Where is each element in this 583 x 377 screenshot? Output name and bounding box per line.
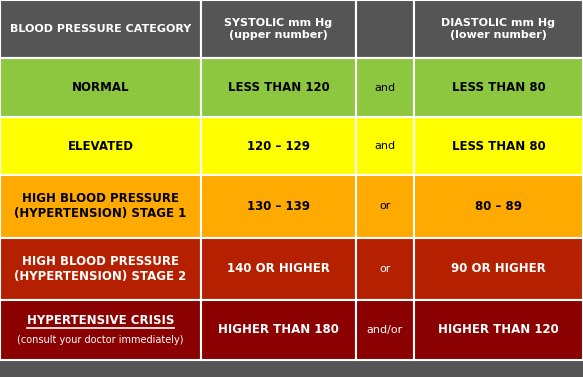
Text: and: and xyxy=(374,83,395,93)
Bar xyxy=(0,58,201,117)
Bar xyxy=(414,175,583,238)
Text: 80 – 89: 80 – 89 xyxy=(475,200,522,213)
Bar xyxy=(414,117,583,175)
Bar xyxy=(356,300,414,360)
Text: 120 – 129: 120 – 129 xyxy=(247,139,310,153)
Bar xyxy=(0,117,201,175)
Text: or: or xyxy=(379,201,391,211)
Bar xyxy=(201,238,356,300)
Bar xyxy=(0,300,201,360)
Text: 130 – 139: 130 – 139 xyxy=(247,200,310,213)
Bar xyxy=(0,175,201,238)
Text: HYPERTENSIVE CRISIS: HYPERTENSIVE CRISIS xyxy=(27,314,174,327)
Text: SYSTOLIC mm Hg
(upper number): SYSTOLIC mm Hg (upper number) xyxy=(224,18,332,40)
Bar xyxy=(414,58,583,117)
Text: 90 OR HIGHER: 90 OR HIGHER xyxy=(451,262,546,275)
Bar xyxy=(356,0,414,58)
Text: DIASTOLIC mm Hg
(lower number): DIASTOLIC mm Hg (lower number) xyxy=(441,18,556,40)
Text: HIGHER THAN 180: HIGHER THAN 180 xyxy=(218,323,339,336)
Text: (consult your doctor immediately): (consult your doctor immediately) xyxy=(17,334,184,345)
Bar xyxy=(0,238,201,300)
Text: NORMAL: NORMAL xyxy=(72,81,129,94)
Bar xyxy=(356,238,414,300)
Bar xyxy=(414,0,583,58)
Bar xyxy=(0,0,201,58)
Bar xyxy=(201,0,356,58)
Bar xyxy=(201,117,356,175)
Bar xyxy=(201,175,356,238)
Bar xyxy=(356,175,414,238)
Text: and/or: and/or xyxy=(367,325,403,335)
Bar xyxy=(356,117,414,175)
Text: and: and xyxy=(374,141,395,151)
Text: BLOOD PRESSURE CATEGORY: BLOOD PRESSURE CATEGORY xyxy=(10,24,191,34)
Text: or: or xyxy=(379,264,391,274)
Text: LESS THAN 80: LESS THAN 80 xyxy=(452,81,545,94)
Bar xyxy=(356,58,414,117)
Bar xyxy=(414,238,583,300)
Text: LESS THAN 120: LESS THAN 120 xyxy=(227,81,329,94)
Bar xyxy=(201,58,356,117)
Bar xyxy=(414,300,583,360)
Bar xyxy=(201,300,356,360)
Text: HIGH BLOOD PRESSURE
(HYPERTENSION) STAGE 1: HIGH BLOOD PRESSURE (HYPERTENSION) STAGE… xyxy=(15,192,187,221)
Text: LESS THAN 80: LESS THAN 80 xyxy=(452,139,545,153)
Text: HIGH BLOOD PRESSURE
(HYPERTENSION) STAGE 2: HIGH BLOOD PRESSURE (HYPERTENSION) STAGE… xyxy=(15,254,187,283)
Text: HIGHER THAN 120: HIGHER THAN 120 xyxy=(438,323,559,336)
Text: 140 OR HIGHER: 140 OR HIGHER xyxy=(227,262,330,275)
Text: ELEVATED: ELEVATED xyxy=(68,139,134,153)
